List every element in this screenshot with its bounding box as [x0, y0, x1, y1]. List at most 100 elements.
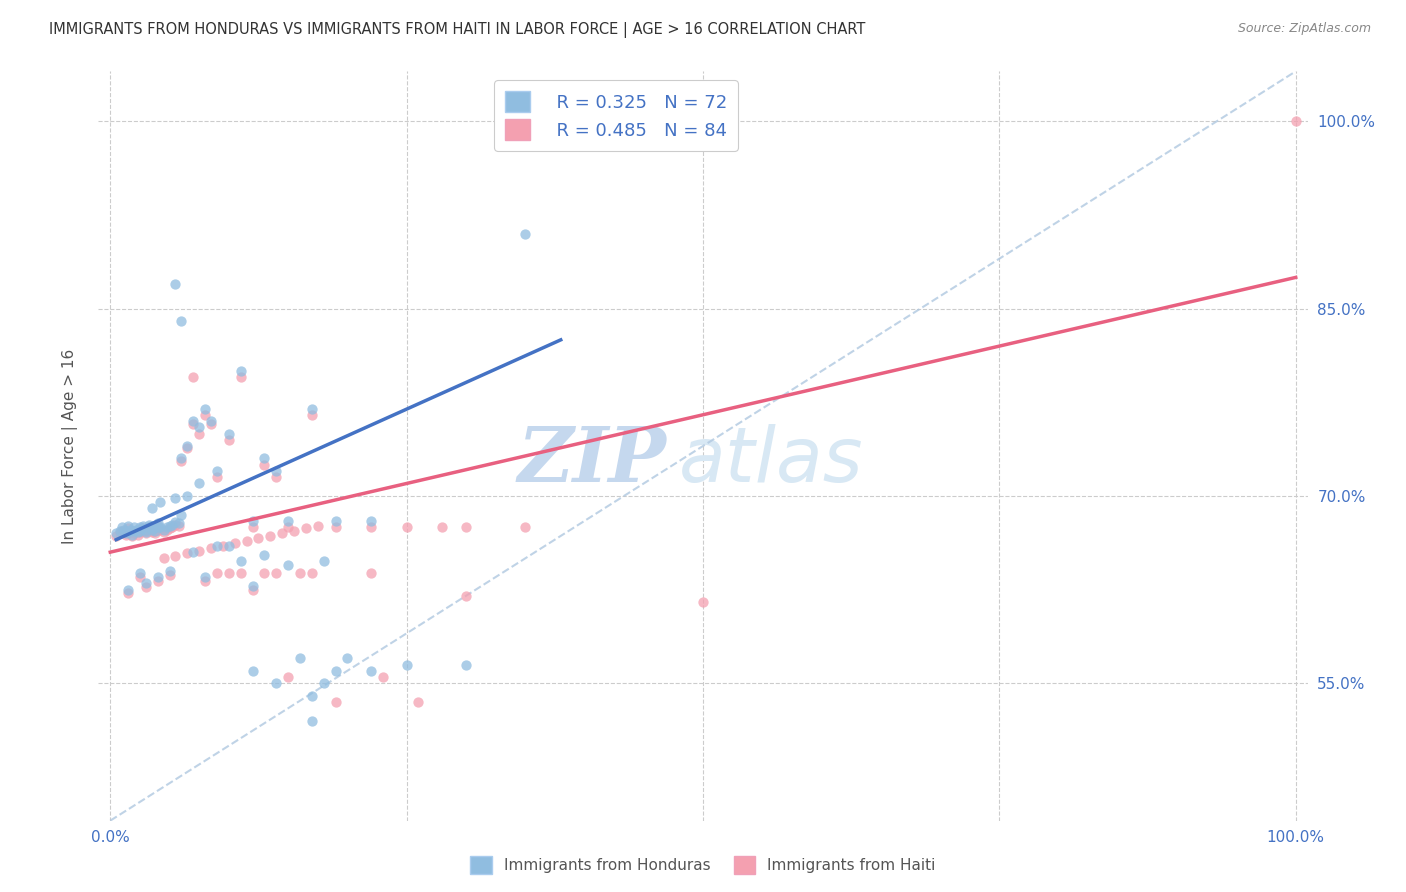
Point	[325, 520, 347, 534]
Point	[146, 523, 169, 537]
Point	[159, 564, 181, 578]
Point	[165, 549, 187, 563]
Point	[122, 524, 145, 538]
Point	[395, 657, 418, 672]
Point	[132, 519, 155, 533]
Point	[114, 527, 136, 541]
Point	[200, 541, 222, 556]
Point	[146, 570, 169, 584]
Point	[229, 370, 252, 384]
Point	[143, 524, 166, 538]
Point	[454, 520, 477, 534]
Point	[692, 595, 714, 609]
Point	[149, 520, 172, 534]
Text: ZIP: ZIP	[517, 424, 666, 498]
Point	[105, 529, 128, 543]
Point	[229, 554, 252, 568]
Point	[135, 525, 157, 540]
Point	[141, 501, 163, 516]
Point	[159, 567, 181, 582]
Y-axis label: In Labor Force | Age > 16: In Labor Force | Age > 16	[62, 349, 77, 543]
Point	[135, 523, 157, 537]
Point	[176, 546, 198, 560]
Point	[181, 414, 204, 428]
Point	[136, 523, 159, 537]
Point	[125, 525, 148, 540]
Point	[253, 451, 276, 466]
Point	[288, 651, 311, 665]
Point	[122, 526, 145, 541]
Point	[325, 664, 347, 678]
Point	[165, 515, 187, 529]
Legend:   R = 0.325   N = 72,   R = 0.485   N = 84: R = 0.325 N = 72, R = 0.485 N = 84	[495, 80, 738, 151]
Point	[117, 526, 139, 541]
Point	[360, 520, 382, 534]
Point	[312, 554, 335, 568]
Point	[141, 521, 163, 535]
Point	[242, 514, 264, 528]
Point	[170, 451, 193, 466]
Point	[360, 514, 382, 528]
Point	[122, 520, 145, 534]
Point	[253, 548, 276, 562]
Point	[141, 523, 163, 537]
Point	[242, 664, 264, 678]
Point	[188, 426, 211, 441]
Point	[167, 516, 190, 531]
Point	[205, 464, 228, 478]
Point	[135, 524, 157, 538]
Point	[131, 521, 153, 535]
Point	[218, 433, 240, 447]
Point	[176, 439, 198, 453]
Point	[108, 524, 131, 538]
Point	[205, 539, 228, 553]
Point	[301, 714, 323, 728]
Point	[135, 580, 157, 594]
Point	[122, 524, 145, 538]
Point	[117, 521, 139, 535]
Point	[181, 370, 204, 384]
Point	[242, 579, 264, 593]
Point	[205, 470, 228, 484]
Point	[117, 519, 139, 533]
Point	[277, 670, 299, 684]
Point	[325, 514, 347, 528]
Point	[301, 689, 323, 703]
Point	[152, 551, 174, 566]
Point	[167, 519, 190, 533]
Point	[312, 676, 335, 690]
Point	[138, 517, 160, 532]
Point	[395, 520, 418, 534]
Point	[235, 533, 257, 548]
Point	[259, 529, 281, 543]
Point	[224, 536, 246, 550]
Point	[432, 520, 454, 534]
Point	[111, 524, 134, 538]
Point	[277, 558, 299, 572]
Point	[159, 521, 181, 535]
Point	[264, 464, 287, 478]
Point	[129, 523, 152, 537]
Point	[264, 566, 287, 581]
Point	[160, 517, 183, 532]
Point	[181, 545, 204, 559]
Point	[127, 527, 149, 541]
Point	[277, 520, 299, 534]
Point	[165, 277, 187, 291]
Text: IMMIGRANTS FROM HONDURAS VS IMMIGRANTS FROM HAITI IN LABOR FORCE | AGE > 16 CORR: IMMIGRANTS FROM HONDURAS VS IMMIGRANTS F…	[49, 22, 866, 38]
Point	[218, 426, 240, 441]
Point	[141, 525, 163, 540]
Point	[114, 526, 136, 541]
Point	[165, 517, 187, 532]
Point	[149, 523, 172, 537]
Point	[114, 523, 136, 537]
Point	[170, 508, 193, 522]
Point	[117, 525, 139, 540]
Point	[136, 520, 159, 534]
Point	[325, 695, 347, 709]
Point	[212, 539, 235, 553]
Point	[253, 566, 276, 581]
Point	[146, 519, 169, 533]
Point	[143, 521, 166, 535]
Point	[160, 520, 183, 534]
